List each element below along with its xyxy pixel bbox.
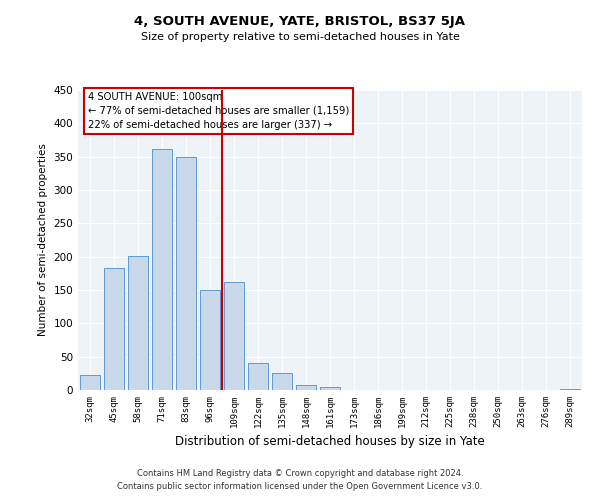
Bar bbox=[248, 364, 268, 390]
Bar bbox=[128, 256, 148, 390]
X-axis label: Distribution of semi-detached houses by size in Yate: Distribution of semi-detached houses by … bbox=[175, 436, 485, 448]
Y-axis label: Number of semi-detached properties: Number of semi-detached properties bbox=[38, 144, 48, 336]
Bar bbox=[200, 290, 220, 390]
Text: 4 SOUTH AVENUE: 100sqm
← 77% of semi-detached houses are smaller (1,159)
22% of : 4 SOUTH AVENUE: 100sqm ← 77% of semi-det… bbox=[88, 92, 349, 130]
Text: Contains public sector information licensed under the Open Government Licence v3: Contains public sector information licen… bbox=[118, 482, 482, 491]
Text: Contains HM Land Registry data © Crown copyright and database right 2024.: Contains HM Land Registry data © Crown c… bbox=[137, 468, 463, 477]
Bar bbox=[176, 156, 196, 390]
Text: Size of property relative to semi-detached houses in Yate: Size of property relative to semi-detach… bbox=[140, 32, 460, 42]
Bar bbox=[104, 268, 124, 390]
Bar bbox=[560, 388, 580, 390]
Bar bbox=[296, 384, 316, 390]
Bar bbox=[224, 282, 244, 390]
Bar bbox=[320, 388, 340, 390]
Bar bbox=[272, 374, 292, 390]
Bar bbox=[152, 148, 172, 390]
Bar bbox=[80, 376, 100, 390]
Text: 4, SOUTH AVENUE, YATE, BRISTOL, BS37 5JA: 4, SOUTH AVENUE, YATE, BRISTOL, BS37 5JA bbox=[134, 15, 466, 28]
